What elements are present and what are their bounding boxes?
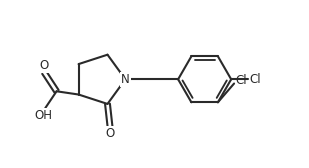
Text: O: O — [105, 127, 115, 140]
Text: Cl: Cl — [249, 73, 261, 86]
Text: Cl: Cl — [235, 74, 247, 87]
Text: OH: OH — [35, 109, 53, 122]
Text: N: N — [121, 73, 130, 86]
Text: O: O — [39, 59, 48, 72]
